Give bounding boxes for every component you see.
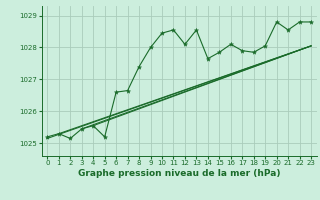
X-axis label: Graphe pression niveau de la mer (hPa): Graphe pression niveau de la mer (hPa) [78, 169, 280, 178]
